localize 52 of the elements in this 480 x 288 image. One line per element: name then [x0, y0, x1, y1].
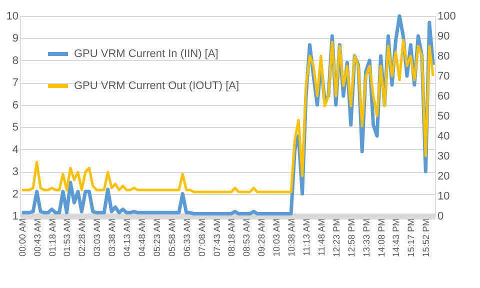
- y-tick-label: 1: [12, 210, 18, 222]
- legend-label: GPU VRM Current Out (IOUT) [A]: [74, 80, 240, 92]
- y-tick-label: 8: [12, 54, 18, 67]
- y2-tick-label: 0: [438, 210, 444, 222]
- y-tick-label: 9: [12, 32, 18, 45]
- y2-tick-label: 60: [438, 90, 450, 102]
- x-tick-label: 07:43 AM: [212, 218, 222, 257]
- y-tick-label: 4: [12, 144, 18, 156]
- y-tick-label: 3: [12, 166, 18, 178]
- x-tick-label: 10:38 AM: [286, 218, 297, 257]
- x-tick-label: 09:28 AM: [256, 218, 267, 257]
- legend-label: GPU VRM Current In (IIN) [A]: [74, 48, 218, 60]
- y-tick-label: 2: [12, 188, 18, 200]
- x-tick-label: 00:43 AM: [32, 218, 42, 257]
- x-tick-label: 05:58 AM: [166, 218, 177, 257]
- x-tick-label: 11:13 AM: [302, 218, 312, 256]
- y2-tick-label: 100: [438, 10, 456, 22]
- x-tick-label: 15:52 PM: [421, 218, 432, 258]
- x-tick-label: 12:23 PM: [331, 218, 342, 258]
- x-tick-label: 12:58 PM: [346, 218, 356, 258]
- x-tick-label: 08:53 AM: [242, 218, 252, 257]
- x-tick-label: 04:13 AM: [122, 218, 132, 257]
- x-tick-label: 15:17 PM: [406, 218, 416, 258]
- x-tick-label: 01:18 AM: [47, 218, 58, 257]
- x-tick-label: 07:08 AM: [196, 218, 207, 257]
- x-tick-label: 10:03 AM: [272, 218, 282, 257]
- y2-tick-label: 80: [438, 50, 450, 62]
- y-tick-label: 6: [12, 99, 18, 112]
- y2-tick-label: 30: [438, 150, 450, 162]
- x-tick-label: 05:23 AM: [152, 218, 162, 257]
- y-tick-label: 7: [12, 77, 18, 90]
- x-tick-label: 00:00 AM: [17, 218, 28, 257]
- x-tick-label: 14:08 PM: [376, 218, 386, 258]
- y-tick-label: 5: [12, 122, 18, 134]
- y2-tick-label: 50: [438, 110, 450, 122]
- x-tick-label: 03:03 AM: [92, 218, 102, 257]
- y2-tick-label: 20: [438, 170, 450, 182]
- x-tick-label: 02:28 AM: [77, 218, 88, 257]
- line-series: [20, 38, 434, 194]
- y2-tick-label: 90: [438, 30, 450, 42]
- x-tick-label: 01:53 AM: [62, 218, 72, 257]
- x-tick-label: 03:38 AM: [107, 218, 118, 257]
- y2-tick-label: 70: [438, 70, 450, 82]
- y-tick-label: 10: [6, 10, 18, 22]
- y2-tick-label: 40: [438, 130, 450, 142]
- x-tick-label: 04:48 AM: [137, 218, 148, 257]
- x-tick-label: 14:43 PM: [391, 218, 402, 258]
- x-tick-label: 08:18 AM: [226, 218, 237, 257]
- y2-tick-label: 10: [438, 190, 450, 202]
- x-tick-label: 06:33 AM: [182, 218, 192, 257]
- x-tick-label: 13:33 PM: [361, 218, 372, 258]
- x-tick-label: 11:48 AM: [316, 218, 326, 256]
